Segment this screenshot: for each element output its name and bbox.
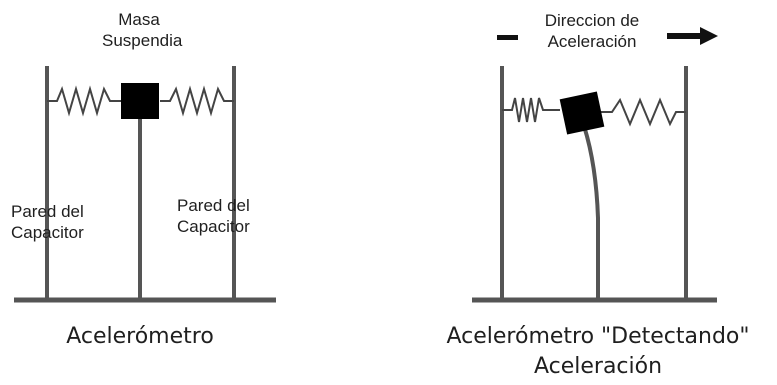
mass-label-line1: Masa [118,10,160,29]
direction-arrow-head [700,27,718,45]
left-wall-label-line1: Pared del [11,202,84,221]
tilted-mass [559,91,605,135]
stretched-spring [600,97,686,127]
direction-label-line2: Aceleración [547,32,637,52]
direction-label: Direccion de Aceleración [528,10,656,53]
left-caption: Acelerómetro [40,322,240,352]
right-caption-line1: Acelerómetro "Detectando" [446,324,750,349]
right-spring [160,85,234,117]
accelerometer-at-rest [14,66,276,303]
compressed-spring [502,97,560,123]
right-wall-label-line1: Pared del [177,196,250,215]
direction-label-line1: Direccion de [544,11,640,30]
right-caption-line2: Aceleración [533,353,663,379]
mass-label: Masa Suspendia [102,9,183,52]
left-wall-label-line2: Capacitor [11,223,84,243]
right-wall-label-line2: Capacitor [177,217,250,237]
bent-support-rod [580,119,600,300]
mass-label-line2: Suspendia [102,31,183,51]
left-caption-text: Acelerómetro [66,324,214,349]
left-spring [47,85,122,117]
right-caption: Acelerómetro "Detectando" Aceleración [424,322,772,381]
negative-direction-dash [497,35,518,40]
suspended-mass [121,83,159,119]
left-wall-label: Pared del Capacitor [11,201,84,244]
right-wall-label: Pared del Capacitor [177,195,250,238]
accelerometer-accelerating [472,27,718,303]
